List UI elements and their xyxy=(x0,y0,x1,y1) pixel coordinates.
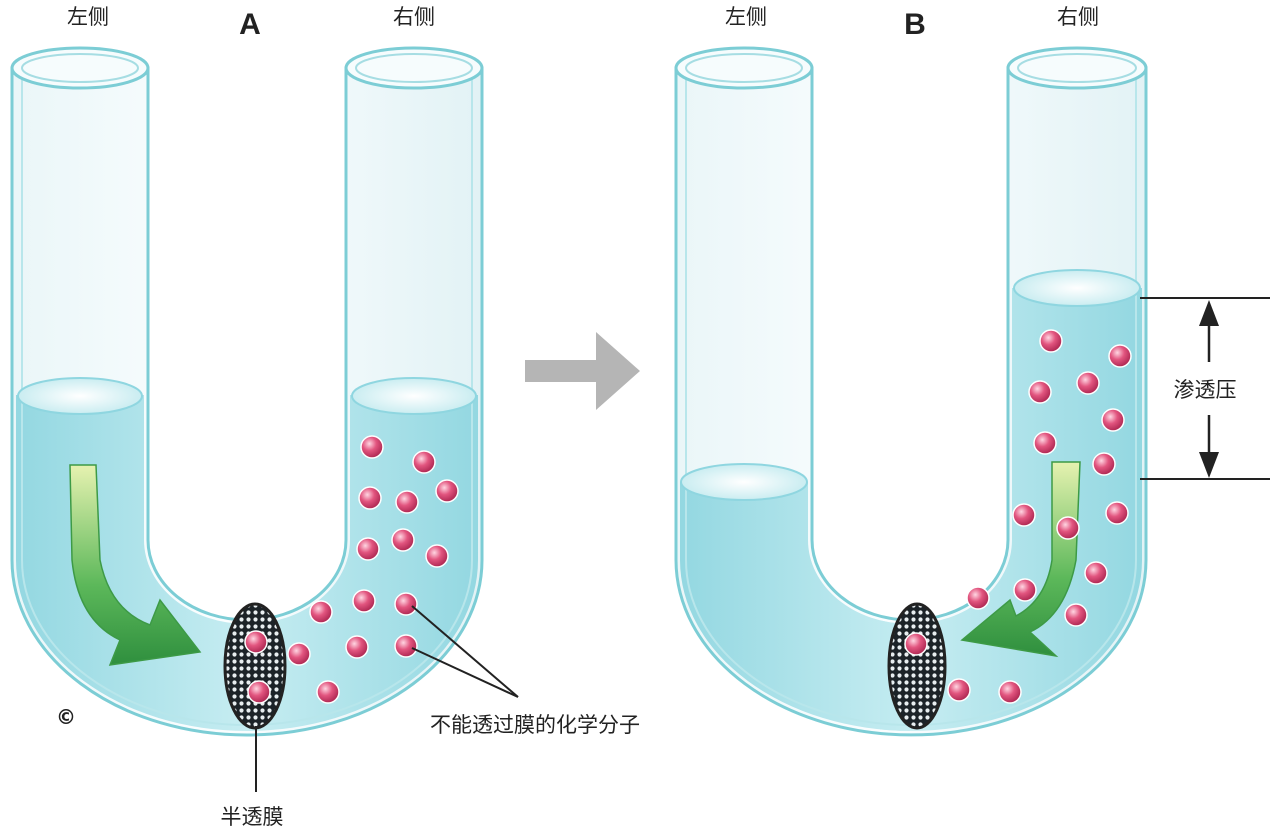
molecule xyxy=(1033,431,1057,455)
osmotic-pressure-label: 渗透压 xyxy=(1174,378,1237,402)
molecule xyxy=(1105,501,1129,525)
molecule-leader-line-1 xyxy=(411,605,519,698)
panel-b: 左侧 B 右侧 渗透压 xyxy=(674,5,1270,737)
pressure-arrow-down xyxy=(1199,452,1219,478)
flow-arrow-b xyxy=(960,461,1081,658)
molecule xyxy=(356,537,380,561)
molecule xyxy=(904,632,928,656)
molecule xyxy=(394,592,418,616)
molecule xyxy=(1013,578,1037,602)
osmotic-pressure-indicator xyxy=(1140,297,1270,480)
molecule xyxy=(316,680,340,704)
molecule xyxy=(1028,380,1052,404)
semipermeable-membrane-a xyxy=(223,602,287,730)
semipermeable-membrane-b xyxy=(887,602,947,730)
molecule xyxy=(412,450,436,474)
molecule xyxy=(287,642,311,666)
panel-letter-a: A xyxy=(239,8,261,41)
molecule xyxy=(247,680,271,704)
molecule xyxy=(947,678,971,702)
molecule xyxy=(394,634,418,658)
water-surface-b-left xyxy=(680,463,808,501)
molecule xyxy=(1076,371,1100,395)
tube-a-right-opening xyxy=(344,46,484,90)
flow-arrow-a xyxy=(69,464,202,666)
molecule xyxy=(1056,516,1080,540)
molecule xyxy=(1064,603,1088,627)
left-side-label-a: 左侧 xyxy=(67,5,109,29)
molecule xyxy=(1101,408,1125,432)
molecule xyxy=(966,586,990,610)
water-surface-a-right xyxy=(351,377,477,415)
left-side-label-b: 左侧 xyxy=(725,5,767,29)
molecule xyxy=(1092,452,1116,476)
tube-b-right-opening xyxy=(1006,46,1148,90)
water-surface-b-right xyxy=(1013,269,1141,307)
molecule xyxy=(435,479,459,503)
transition-arrow xyxy=(525,332,640,410)
molecules-a xyxy=(244,435,459,704)
molecule xyxy=(395,490,419,514)
molecule xyxy=(358,486,382,510)
right-side-label-b: 右侧 xyxy=(1057,5,1099,29)
right-side-label-a: 右侧 xyxy=(393,5,435,29)
molecule xyxy=(345,635,369,659)
tube-a-left-opening xyxy=(10,46,150,90)
panel-letter-b: B xyxy=(904,8,926,41)
copyright-mark: © xyxy=(56,705,76,729)
molecules-b xyxy=(904,329,1132,704)
membrane-label: 半透膜 xyxy=(221,805,284,829)
molecule-label: 不能透过膜的化学分子 xyxy=(430,713,640,737)
pressure-arrow-up xyxy=(1199,300,1219,326)
molecule-leader-line-2 xyxy=(411,647,519,698)
molecule xyxy=(309,600,333,624)
molecule xyxy=(360,435,384,459)
molecule xyxy=(244,630,268,654)
tube-b-left-opening xyxy=(674,46,814,90)
water-b-left xyxy=(680,482,910,731)
molecule xyxy=(391,528,415,552)
molecule xyxy=(998,680,1022,704)
molecule xyxy=(425,544,449,568)
water-surface-a-left xyxy=(17,377,143,415)
molecule xyxy=(1012,503,1036,527)
molecule xyxy=(1108,344,1132,368)
panel-a: 左侧 A 右侧 半透膜 不能透过膜的化学分子 © xyxy=(10,5,640,829)
molecule xyxy=(1084,561,1108,585)
molecule xyxy=(1039,329,1063,353)
molecule xyxy=(352,589,376,613)
